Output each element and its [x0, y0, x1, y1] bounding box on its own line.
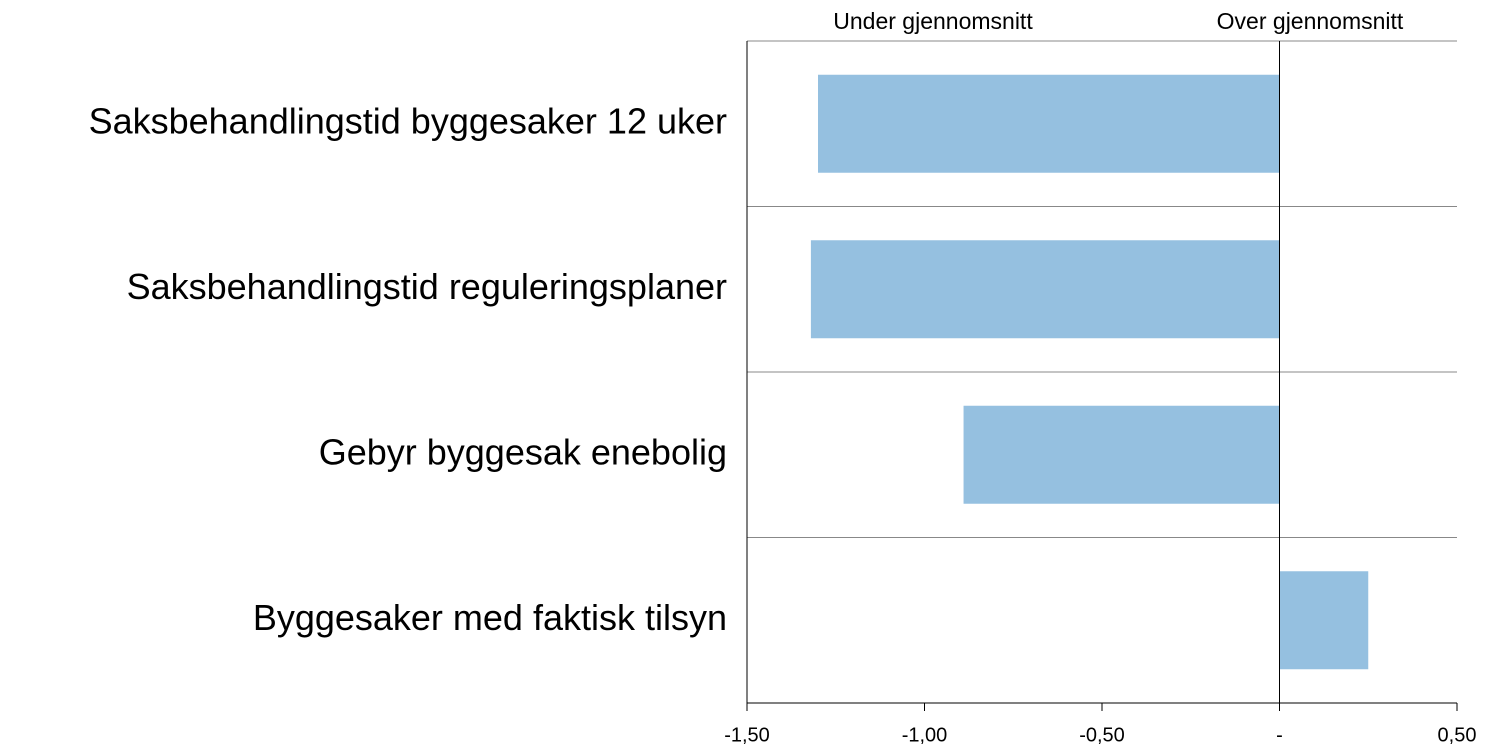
x-tick-label: -1,00: [902, 724, 948, 745]
annotation: Over gjennomsnitt: [1217, 8, 1404, 34]
annotation: Under gjennomsnitt: [833, 8, 1033, 34]
category-label: Saksbehandlingstid reguleringsplaner: [127, 266, 727, 307]
bar: [1279, 571, 1369, 670]
x-tick-label: -: [1276, 724, 1283, 745]
bar: [818, 74, 1280, 173]
bar: [963, 405, 1280, 504]
category-label: Gebyr byggesak enebolig: [319, 431, 727, 472]
category-label: Saksbehandlingstid byggesaker 12 uker: [89, 100, 727, 141]
category-label: Byggesaker med faktisk tilsyn: [253, 597, 727, 638]
x-tick-label: -1,50: [724, 724, 770, 745]
bar: [810, 240, 1280, 339]
x-tick-label: -0,50: [1079, 724, 1125, 745]
x-tick-label: 0,50: [1438, 724, 1477, 745]
